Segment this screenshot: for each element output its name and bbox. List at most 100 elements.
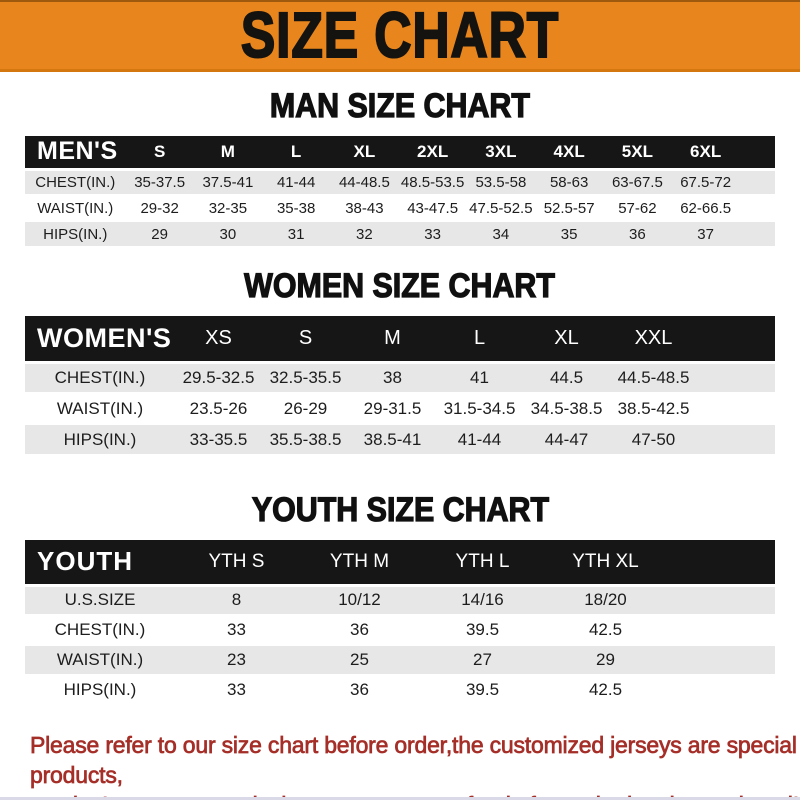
men-table-row: CHEST(IN.) 35-37.5 37.5-41 41-44 44-48.5 48.5…: [25, 169, 775, 196]
men-cell: 33: [398, 221, 467, 248]
women-cell: 34.5-38.5: [523, 393, 610, 425]
men-header-row: MEN'S S M L XL 2XL 3XL 4XL 5XL 6XL: [25, 136, 775, 171]
section-title-youth-text: YOUTH SIZE CHART: [251, 489, 549, 529]
youth-cell: 14/16: [420, 585, 544, 616]
women-row-label: WAIST(IN.): [25, 393, 175, 425]
women-cell-spacer: [697, 362, 775, 394]
men-column-header: M: [193, 136, 262, 171]
men-column-header: 4XL: [535, 136, 604, 171]
youth-row-label: CHEST(IN.): [25, 615, 175, 646]
section-women: WOMEN SIZE CHART WOMEN'S XS S M L XL XXL CHEST(…: [0, 266, 800, 456]
youth-row-label: HIPS(IN.): [25, 675, 175, 706]
youth-cell: 29: [543, 645, 667, 676]
youth-cell-spacer: [666, 585, 775, 616]
men-cell: 35: [535, 221, 604, 248]
section-men: MAN SIZE CHART MEN'S S M L XL 2XL 3XL 4XL 5XL 6XL…: [0, 85, 800, 248]
women-cell: 33-35.5: [175, 424, 262, 456]
men-cell: 44-48.5: [330, 169, 399, 196]
youth-cell-spacer: [666, 645, 775, 676]
youth-header-label: YOUTH: [25, 540, 175, 587]
youth-column-header: YTH L: [420, 540, 544, 587]
youth-table-row: CHEST(IN.) 33 36 39.5 42.5: [25, 615, 775, 646]
women-cell: 38.5-42.5: [610, 393, 697, 425]
men-cell: 57-62: [603, 195, 672, 222]
youth-column-header: YTH XL: [543, 540, 667, 587]
women-size-table: WOMEN'S XS S M L XL XXL CHEST(IN.) 29.5-32.5 32.5…: [25, 316, 775, 456]
section-title-men-text: MAN SIZE CHART: [269, 85, 531, 125]
women-cell: 44-47: [523, 424, 610, 456]
women-cell: 29.5-32.5: [175, 362, 262, 394]
youth-cell-spacer: [666, 675, 775, 706]
youth-column-header: YTH S: [174, 540, 298, 587]
men-cell: 31: [262, 221, 331, 248]
youth-header-row: YOUTH YTH S YTH M YTH L YTH XL: [25, 540, 775, 587]
youth-cell: 23: [174, 645, 298, 676]
men-cell: 43-47.5: [398, 195, 467, 222]
women-column-header: L: [436, 316, 523, 364]
youth-header-spacer: [666, 540, 775, 587]
women-cell: 31.5-34.5: [436, 393, 523, 425]
men-cell: 35-37.5: [125, 169, 194, 196]
women-cell: 32.5-35.5: [262, 362, 349, 394]
men-cell: 58-63: [535, 169, 604, 196]
youth-cell: 10/12: [297, 585, 421, 616]
women-cell: 38: [349, 362, 436, 394]
men-table-row: WAIST(IN.) 29-32 32-35 35-38 38-43 43-47.5 47.…: [25, 195, 775, 222]
youth-cell: 27: [420, 645, 544, 676]
women-header-spacer: [697, 316, 775, 364]
men-cell: 53.5-58: [466, 169, 535, 196]
youth-cell: 8: [174, 585, 298, 616]
youth-column-header: YTH M: [297, 540, 421, 587]
women-cell: 26-29: [262, 393, 349, 425]
men-cell: 52.5-57: [535, 195, 604, 222]
youth-cell: 33: [174, 615, 298, 646]
men-column-header: XL: [330, 136, 399, 171]
youth-cell: 39.5: [420, 615, 544, 646]
youth-cell: 18/20: [543, 585, 667, 616]
women-column-header: XL: [523, 316, 610, 364]
men-cell: 29: [125, 221, 194, 248]
page-bottom-edge: [0, 797, 800, 800]
women-cell: 44.5: [523, 362, 610, 394]
section-title-youth: YOUTH SIZE CHART: [0, 489, 800, 529]
men-cell: 34: [466, 221, 535, 248]
section-youth: YOUTH SIZE CHART YOUTH YTH S YTH M YTH L YTH…: [0, 489, 800, 706]
men-cell: 62-66.5: [671, 195, 740, 222]
youth-size-table: YOUTH YTH S YTH M YTH L YTH XL U.S.SIZE 8 10/12…: [25, 540, 775, 706]
women-cell: 29-31.5: [349, 393, 436, 425]
youth-cell: 33: [174, 675, 298, 706]
men-cell: 63-67.5: [603, 169, 672, 196]
women-cell: 41-44: [436, 424, 523, 456]
youth-cell: 25: [297, 645, 421, 676]
women-cell: 38.5-41: [349, 424, 436, 456]
women-cell: 23.5-26: [175, 393, 262, 425]
men-row-label: CHEST(IN.): [25, 169, 126, 196]
women-row-label: HIPS(IN.): [25, 424, 175, 456]
men-cell: 47.5-52.5: [466, 195, 535, 222]
men-cell: 48.5-53.5: [398, 169, 467, 196]
men-column-header: 6XL: [671, 136, 740, 171]
men-cell: 30: [193, 221, 262, 248]
men-cell: 36: [603, 221, 672, 248]
youth-table-row: WAIST(IN.) 23 25 27 29: [25, 645, 775, 676]
banner: SIZE CHART: [0, 0, 800, 72]
youth-cell: 42.5: [543, 675, 667, 706]
women-header-row: WOMEN'S XS S M L XL XXL: [25, 316, 775, 364]
disclaimer: Please refer to our size chart before or…: [30, 730, 800, 800]
men-cell-spacer: [739, 169, 775, 196]
youth-row-label: WAIST(IN.): [25, 645, 175, 676]
women-column-header: XS: [175, 316, 262, 364]
women-header-label: WOMEN'S: [25, 316, 175, 364]
disclaimer-line-1: Please refer to our size chart before or…: [30, 732, 798, 789]
men-column-header: 5XL: [603, 136, 672, 171]
men-column-header: 3XL: [466, 136, 535, 171]
men-row-label: HIPS(IN.): [25, 221, 126, 248]
youth-cell: 36: [297, 615, 421, 646]
men-column-header: S: [125, 136, 194, 171]
youth-table-row: U.S.SIZE 8 10/12 14/16 18/20: [25, 585, 775, 616]
women-column-header: XXL: [610, 316, 697, 364]
youth-cell: 36: [297, 675, 421, 706]
youth-cell-spacer: [666, 615, 775, 646]
men-cell: 37: [671, 221, 740, 248]
men-cell: 67.5-72: [671, 169, 740, 196]
